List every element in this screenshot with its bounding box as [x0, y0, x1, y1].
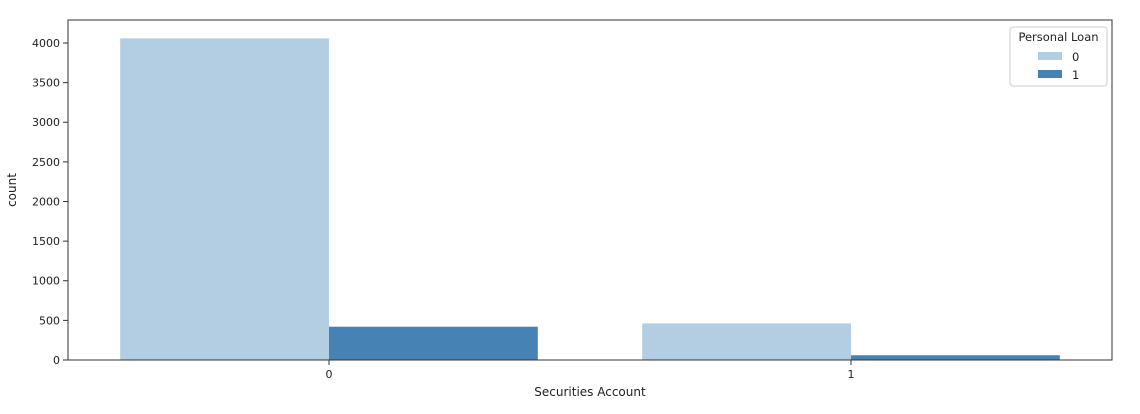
- y-axis-ticks: 0 500 1000 1500 2000 2500 3000 3500 4000: [32, 37, 68, 367]
- bar-category-0-loan-1: [329, 326, 538, 360]
- legend-label-0: 0: [1072, 50, 1079, 64]
- x-axis-label: Securities Account: [534, 385, 646, 399]
- legend: Personal Loan 01: [1009, 26, 1108, 87]
- bar-category-1-loan-1: [851, 355, 1060, 360]
- y-tick-label: 2000: [32, 195, 60, 208]
- y-tick-label: 3000: [32, 116, 60, 129]
- bars-group: [120, 38, 1060, 360]
- legend-swatch-0: [1038, 52, 1062, 60]
- x-tick-label: 0: [326, 368, 333, 381]
- y-tick-label: 500: [39, 314, 60, 327]
- legend-title: Personal Loan: [1018, 30, 1098, 44]
- y-tick-label: 0: [53, 354, 60, 367]
- legend-label-1: 1: [1072, 68, 1079, 82]
- legend-items: 01: [1038, 50, 1079, 82]
- y-tick-label: 1500: [32, 235, 60, 248]
- y-axis-label: count: [5, 173, 19, 207]
- bar-category-1-loan-0: [642, 323, 851, 360]
- y-tick-label: 2500: [32, 156, 60, 169]
- y-tick-label: 4000: [32, 37, 60, 50]
- bar-category-0-loan-0: [120, 38, 329, 360]
- legend-swatch-1: [1038, 70, 1062, 78]
- y-tick-label: 1000: [32, 275, 60, 288]
- y-tick-label: 3500: [32, 77, 60, 90]
- plot-frame: [67, 19, 1113, 361]
- x-tick-label: 1: [848, 368, 855, 381]
